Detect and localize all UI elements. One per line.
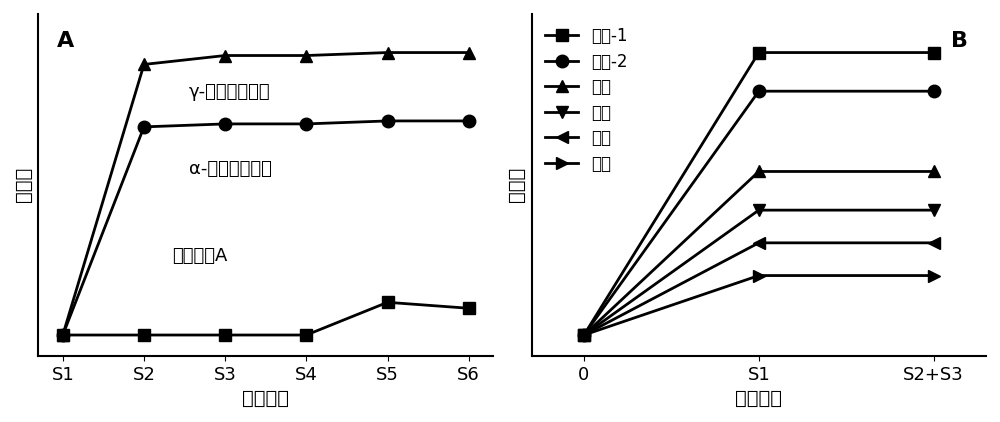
Text: B: B [951, 31, 968, 51]
Y-axis label: 峰面积: 峰面积 [507, 167, 526, 203]
X-axis label: 淤洗步骤: 淤洗步骤 [242, 389, 289, 408]
Text: γ-六渴环十二烷: γ-六渴环十二烷 [189, 83, 270, 101]
Text: A: A [57, 31, 74, 51]
Text: α-六渴环十二烷: α-六渴环十二烷 [189, 160, 272, 179]
Text: 四渴双酝A: 四渴双酝A [172, 247, 228, 265]
Legend: 四氯-1, 四氯-2, 五氯, 六氯, 七氯, 八氯: 四氯-1, 四氯-2, 五氯, 六氯, 七氯, 八氯 [540, 22, 633, 178]
Y-axis label: 峰面积: 峰面积 [14, 167, 33, 203]
X-axis label: 淤洗步骤: 淤洗步骤 [735, 389, 782, 408]
